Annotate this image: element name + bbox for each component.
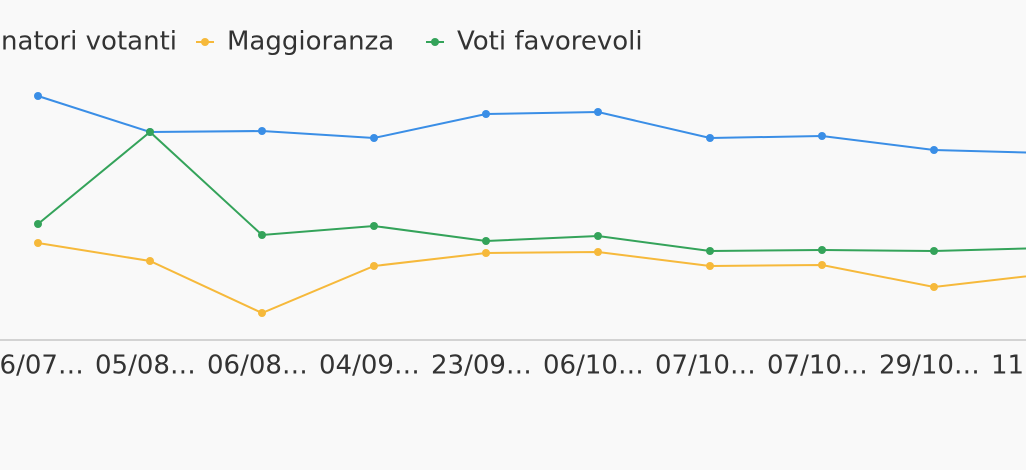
x-tick-label: 23/09… (431, 351, 532, 381)
point (706, 247, 714, 255)
point (146, 128, 154, 136)
point (818, 261, 826, 269)
legend-label: Maggioranza (227, 27, 394, 57)
point (706, 262, 714, 270)
x-tick-label: 04/09… (319, 351, 420, 381)
series-line (37, 242, 1026, 315)
x-tick-label: 07/10… (767, 351, 868, 381)
point (482, 110, 490, 118)
legend-label: natori votanti (1, 27, 177, 57)
point (594, 108, 602, 116)
legend-label: Voti favorevoli (457, 27, 643, 57)
point (34, 220, 42, 228)
point (594, 248, 602, 256)
legend-marker (431, 38, 439, 46)
x-tick-label: 29/10… (879, 351, 980, 381)
point (370, 262, 378, 270)
x-tick-label: 06/10… (543, 351, 644, 381)
point (930, 146, 938, 154)
point (594, 232, 602, 240)
point (258, 127, 266, 135)
point (482, 237, 490, 245)
series-line (37, 130, 1026, 253)
point (370, 222, 378, 230)
point (146, 257, 154, 265)
point (482, 249, 490, 257)
x-tick-label: 07/10… (655, 351, 756, 381)
x-tick-label: 06/08… (207, 351, 308, 381)
point (818, 132, 826, 140)
point (258, 309, 266, 317)
series-line (37, 95, 1026, 154)
point (34, 239, 42, 247)
x-tick-label: 05/08… (95, 351, 196, 381)
point (370, 134, 378, 142)
point (818, 246, 826, 254)
x-tick-label: 11 (991, 351, 1024, 381)
point (706, 134, 714, 142)
x-tick-label: 16/07… (0, 351, 84, 381)
point (930, 247, 938, 255)
legend-marker (201, 38, 209, 46)
point (258, 231, 266, 239)
point (930, 283, 938, 291)
point (34, 92, 42, 100)
